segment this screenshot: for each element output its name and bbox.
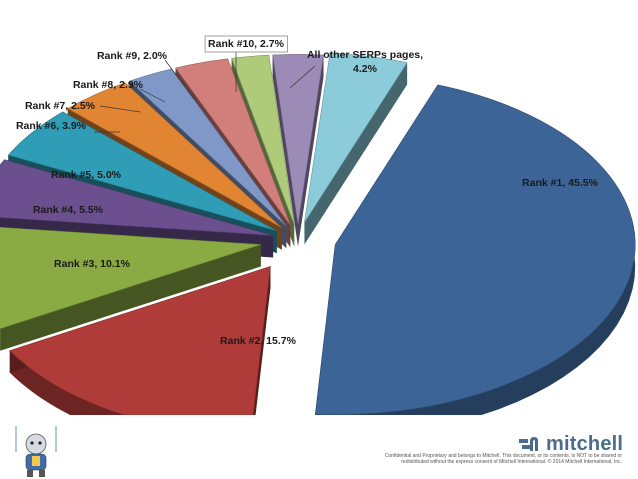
pie-slice	[0, 226, 261, 351]
slice-label: Rank #9, 2.0%	[97, 50, 168, 62]
slice-label: Rank #10, 2.7%	[208, 38, 285, 50]
leader-line	[139, 88, 166, 103]
pie-slices	[0, 52, 636, 420]
leader-line	[99, 105, 141, 113]
pie-slice	[272, 54, 324, 247]
pie-slice	[9, 266, 271, 420]
slice-labels: Rank #1, 45.5% Rank #2, 15.7% Rank #3, 10.…	[16, 35, 599, 347]
slice-label: All other SERPs pages, 4.2%	[307, 49, 423, 75]
slice-label: Rank #7, 2.5%	[25, 100, 96, 112]
slice-label: Rank #4, 5.5%	[33, 204, 104, 216]
label-leader-lines	[94, 52, 316, 133]
pie-chart: Rank #1, 45.5% Rank #2, 15.7% Rank #3, 10.…	[0, 35, 636, 420]
leader-line	[289, 65, 316, 89]
pie-slice-cut	[304, 62, 408, 245]
pie-slice-top	[9, 266, 271, 420]
pie-slice-top	[231, 54, 295, 225]
mitchell-logo: mitchell	[518, 432, 623, 456]
pie-slice-top	[304, 52, 408, 223]
pie-slice-top	[175, 58, 291, 226]
mitchell-logo-mark-icon	[519, 437, 538, 451]
pie-slice-side	[9, 350, 142, 420]
pie-slice-cut	[272, 55, 299, 247]
pie-slice	[304, 52, 408, 245]
label-box	[204, 35, 288, 53]
slice-label: Rank #3, 10.1%	[54, 258, 131, 270]
leader-line	[164, 59, 196, 101]
slice-label: Rank #8, 2.9%	[73, 79, 144, 91]
brand-name: mitchell	[546, 432, 624, 455]
slice-label: Rank #1, 45.5%	[522, 177, 599, 189]
slice-label: Rank #5, 5.0%	[51, 169, 122, 181]
pie-slice-top	[272, 54, 324, 225]
pie-slice-top	[7, 111, 277, 232]
slice-label: Rank #2, 15.7%	[220, 335, 297, 347]
confidentiality-notice: Confidential and Proprietary and belongs…	[384, 453, 622, 465]
pie-slice-top	[0, 226, 261, 330]
mascot-illustration	[15, 426, 57, 477]
slice-label: Rank #6, 3.9%	[16, 120, 87, 132]
pie-slice-top	[67, 82, 283, 229]
pie-slice-top	[0, 159, 274, 236]
pie-slice	[314, 84, 636, 420]
pie-slice-cut	[0, 244, 261, 351]
pie-slice-cut	[298, 55, 324, 247]
pie-slice-top	[314, 84, 636, 415]
